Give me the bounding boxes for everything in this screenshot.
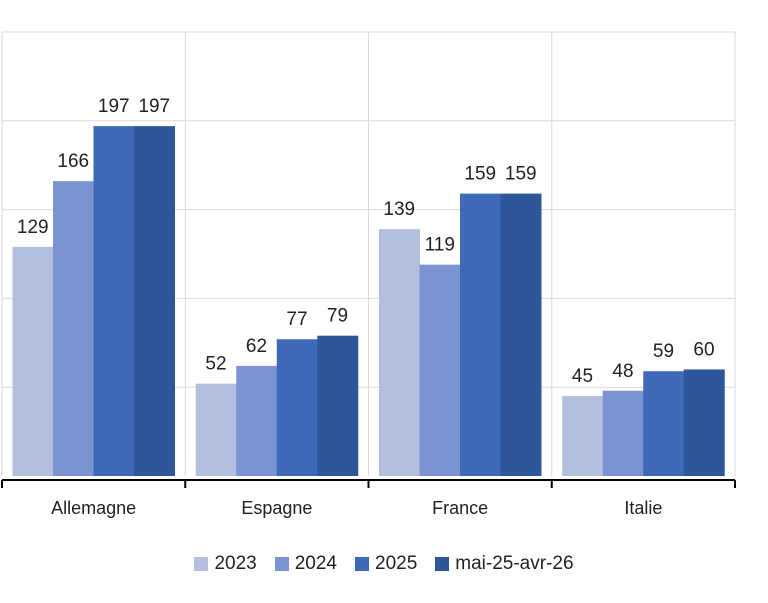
legend-item: mai-25-avr-26 <box>435 553 574 575</box>
data-label: 139 <box>383 199 415 220</box>
legend-item: 2025 <box>355 553 417 575</box>
data-label: 166 <box>57 151 89 172</box>
data-label: 79 <box>327 306 348 327</box>
legend-label: 2025 <box>375 553 418 574</box>
legend-swatch <box>274 557 289 571</box>
bar-espagne-2024 <box>236 365 278 476</box>
data-label: 197 <box>138 96 170 117</box>
legend: 2023 2024 2025 mai-25-avr-26 <box>0 553 768 575</box>
legend-label: 2024 <box>294 553 337 574</box>
data-label: 62 <box>246 336 267 357</box>
legend-label: mai-25-avr-26 <box>455 553 574 574</box>
x-axis: Allemagne Espagne France Italie <box>1 479 736 518</box>
bars <box>12 126 725 477</box>
legend-swatch <box>194 557 209 571</box>
bar-allemagne-2025 <box>93 126 135 477</box>
data-label: 52 <box>205 354 226 375</box>
bar-france-2025 <box>460 193 501 476</box>
bar-italie-2025 <box>643 371 685 476</box>
bar-espagne-2025 <box>276 339 318 476</box>
data-label: 159 <box>505 164 537 185</box>
legend-item: 2023 <box>194 553 257 575</box>
bar-allemagne-2023 <box>12 246 54 476</box>
data-label: 77 <box>286 309 307 330</box>
category-label: Allemagne <box>51 498 136 518</box>
bar-italie-2024 <box>602 390 644 476</box>
bar-chart: 129 166 197 197 52 62 77 79 139 119 159 159 45 48 59 60… <box>1 31 736 518</box>
legend-swatch <box>355 557 369 571</box>
bar-france-mai-25-avr-26 <box>500 193 542 476</box>
bar-allemagne-2024 <box>53 181 94 476</box>
data-label: 159 <box>464 164 496 185</box>
data-label: 59 <box>653 341 674 362</box>
bar-france-2023 <box>379 229 420 476</box>
data-label: 119 <box>425 235 455 256</box>
bar-espagne-mai-25-avr-26 <box>317 335 359 476</box>
bar-france-2024 <box>419 264 461 476</box>
data-labels: 129 166 197 197 52 62 77 79 139 119 159 159 45 48 59 60 <box>17 96 715 387</box>
data-label: 48 <box>612 361 633 382</box>
bar-italie-2023 <box>562 396 604 476</box>
legend-item: 2024 <box>274 553 337 575</box>
data-label: 129 <box>17 217 49 238</box>
bar-italie-mai-25-avr-26 <box>683 369 725 476</box>
data-label: 45 <box>572 366 593 387</box>
category-label: Italie <box>624 498 662 518</box>
data-label: 60 <box>693 339 714 360</box>
legend-swatch <box>435 557 450 571</box>
bar-espagne-2023 <box>195 383 237 476</box>
bar-allemagne-mai-25-avr-26 <box>134 126 175 477</box>
category-label: France <box>432 498 488 518</box>
legend-label: 2023 <box>214 553 257 574</box>
data-label: 197 <box>98 96 130 117</box>
category-label: Espagne <box>241 498 312 518</box>
